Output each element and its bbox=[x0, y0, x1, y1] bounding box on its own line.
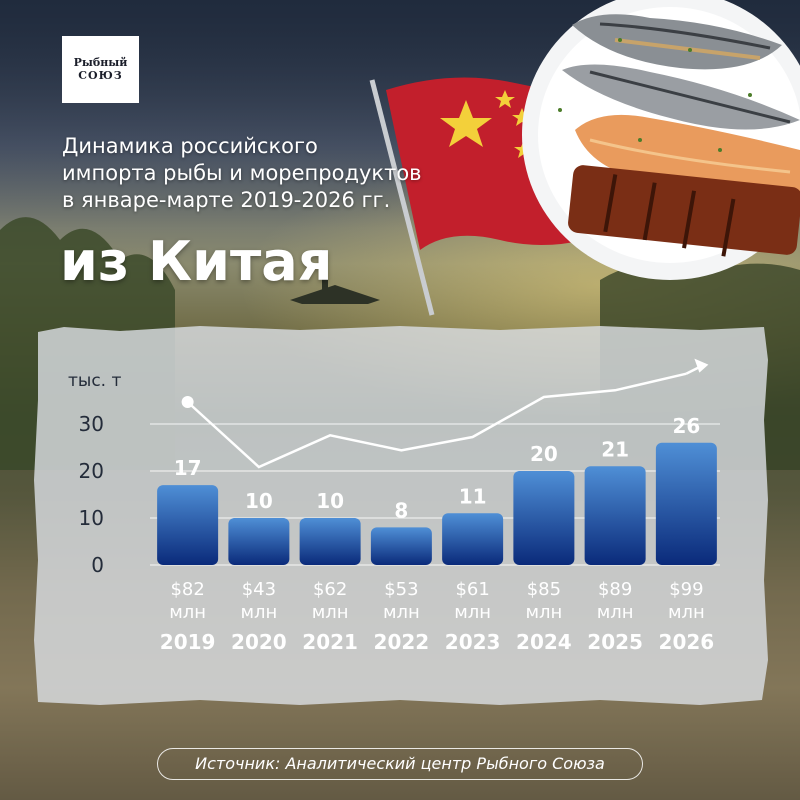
cost-unit-label: млн bbox=[454, 602, 491, 623]
cost-label: $82 bbox=[170, 579, 204, 600]
data-label: 10 bbox=[316, 489, 344, 513]
cost-label: $53 bbox=[384, 579, 418, 600]
x-tick-label: 2024 bbox=[516, 630, 572, 654]
x-tick-label: 2022 bbox=[374, 630, 430, 654]
cost-unit-label: млн bbox=[668, 602, 705, 623]
cost-unit-label: млн bbox=[240, 602, 277, 623]
data-label: 10 bbox=[245, 489, 273, 513]
trend-line bbox=[186, 372, 687, 469]
data-label: 26 bbox=[672, 414, 700, 438]
cost-unit-label: млн bbox=[312, 602, 349, 623]
chart-panel-background bbox=[34, 326, 768, 705]
bar bbox=[299, 518, 361, 565]
y-axis-unit: тыс. т bbox=[68, 371, 121, 391]
y-tick-label: 10 bbox=[79, 506, 104, 530]
cost-unit-label: млн bbox=[597, 602, 634, 623]
trend-line-tail bbox=[685, 366, 699, 375]
bar bbox=[370, 527, 432, 565]
x-tick-label: 2026 bbox=[659, 630, 715, 654]
chart-subtitle: Динамика российского импорта рыбы и море… bbox=[62, 133, 522, 214]
cost-label: $85 bbox=[527, 579, 561, 600]
logo-line-2: СОЮЗ bbox=[78, 69, 123, 82]
source-note: Источник: Аналитический центр Рыбного Со… bbox=[157, 748, 643, 780]
fish-plate-image bbox=[522, 0, 800, 280]
bar bbox=[584, 466, 646, 565]
subtitle-line-3: в январе-марте 2019-2026 гг. bbox=[62, 188, 391, 212]
cost-label: $89 bbox=[598, 579, 632, 600]
y-tick-label: 20 bbox=[79, 459, 104, 483]
bar bbox=[157, 485, 219, 565]
bar bbox=[442, 513, 504, 565]
bar bbox=[655, 442, 717, 565]
chart-title: из Китая bbox=[60, 230, 333, 293]
data-label: 17 bbox=[174, 456, 202, 480]
cost-unit-label: млн bbox=[525, 602, 562, 623]
x-tick-label: 2025 bbox=[587, 630, 643, 654]
cost-unit-label: млн bbox=[383, 602, 420, 623]
data-label: 21 bbox=[601, 437, 629, 461]
x-tick-label: 2021 bbox=[302, 630, 358, 654]
cost-label: $61 bbox=[455, 579, 489, 600]
bar bbox=[513, 471, 575, 565]
cost-label: $62 bbox=[313, 579, 347, 600]
cost-label: $43 bbox=[242, 579, 276, 600]
x-tick-label: 2023 bbox=[445, 630, 501, 654]
trend-arrow-head bbox=[694, 358, 709, 373]
logo-line-1: Рыбный bbox=[73, 56, 128, 69]
data-label: 8 bbox=[394, 498, 408, 522]
subtitle-line-2: импорта рыбы и морепродуктов bbox=[62, 161, 422, 185]
x-tick-label: 2019 bbox=[160, 630, 216, 654]
cost-label: $99 bbox=[669, 579, 703, 600]
rybny-soyuz-logo: Рыбный СОЮЗ bbox=[62, 36, 139, 103]
data-label: 20 bbox=[530, 442, 558, 466]
trend-start-dot bbox=[181, 396, 194, 408]
y-tick-label: 30 bbox=[79, 412, 104, 436]
x-tick-label: 2020 bbox=[231, 630, 287, 654]
cost-unit-label: млн bbox=[169, 602, 206, 623]
bar bbox=[228, 518, 290, 565]
y-tick-label: 0 bbox=[91, 553, 104, 577]
subtitle-line-1: Динамика российского bbox=[62, 134, 318, 158]
data-label: 11 bbox=[459, 484, 487, 508]
